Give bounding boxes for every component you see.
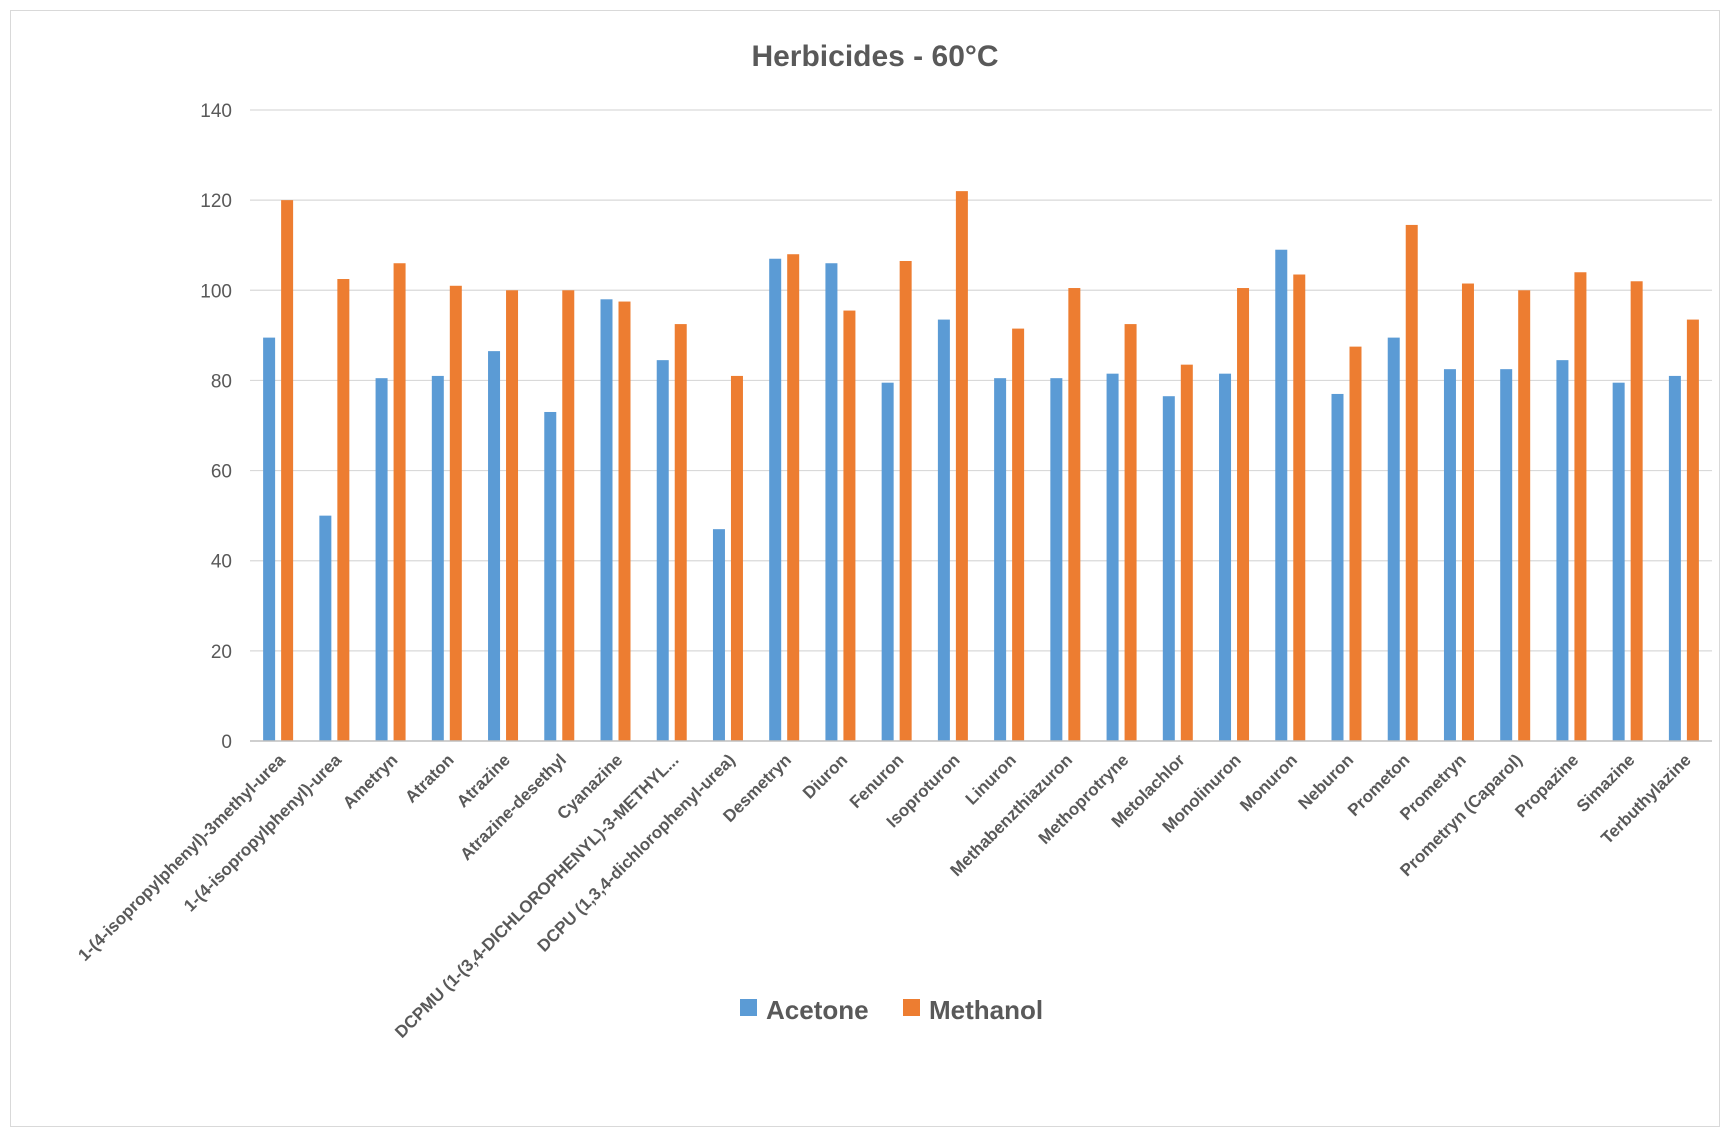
y-tick-label: 140 — [200, 101, 232, 122]
bar-methanol-18 — [1293, 274, 1306, 741]
bar-acetone-20 — [1387, 337, 1400, 741]
bar-methanol-25 — [1686, 319, 1699, 741]
bar-methanol-8 — [730, 375, 743, 741]
y-tick-label: 60 — [211, 462, 232, 483]
bar-methanol-6 — [618, 301, 631, 741]
chart-frame — [10, 10, 1720, 1127]
y-tick-label: 20 — [211, 642, 232, 663]
x-tick-label: Monuron — [1236, 750, 1301, 815]
bar-acetone-10 — [825, 263, 838, 741]
x-tick-label: Atrazine-desethyl — [456, 750, 570, 864]
bar-methanol-17 — [1237, 288, 1250, 741]
bar-acetone-0 — [263, 337, 276, 741]
bar-acetone-9 — [769, 258, 782, 741]
bar-acetone-1 — [319, 515, 332, 741]
bar-acetone-22 — [1500, 369, 1513, 741]
bar-acetone-23 — [1556, 360, 1569, 741]
bar-methanol-24 — [1630, 281, 1643, 741]
bar-methanol-5 — [562, 290, 575, 741]
y-tick-label: 80 — [211, 371, 232, 392]
bar-methanol-19 — [1349, 346, 1362, 741]
bar-acetone-4 — [488, 351, 501, 741]
bar-acetone-19 — [1331, 393, 1344, 741]
bar-acetone-21 — [1443, 369, 1456, 741]
bar-methanol-0 — [281, 200, 294, 742]
x-tick-label: DCPU (1,3,4-dichlorophenyl-urea) — [534, 750, 739, 955]
legend-swatch-methanol — [903, 999, 920, 1016]
bar-methanol-23 — [1574, 272, 1587, 741]
chart-title: Herbicides - 60°C — [751, 40, 998, 73]
bar-acetone-7 — [656, 360, 669, 741]
bar-methanol-12 — [955, 191, 968, 742]
x-tick-label: Ametryn — [339, 750, 401, 812]
x-tick-label: Atraton — [401, 750, 457, 806]
bar-acetone-18 — [1275, 249, 1288, 741]
bar-acetone-8 — [712, 529, 725, 741]
legend-label-acetone: Acetone — [766, 995, 869, 1025]
y-tick-label: 120 — [200, 191, 232, 212]
bar-methanol-20 — [1405, 224, 1418, 742]
bar-acetone-12 — [937, 319, 950, 741]
bar-methanol-9 — [787, 254, 800, 741]
legend: Acetone Methanol — [740, 995, 1043, 1025]
gridlines — [250, 109, 1712, 652]
y-tick-label: 0 — [221, 732, 232, 753]
bar-acetone-3 — [431, 375, 444, 741]
y-axis-ticks: 0 20 40 60 80 100 120 140 — [200, 101, 232, 753]
x-tick-label: Diuron — [799, 750, 851, 802]
bar-methanol-3 — [449, 285, 462, 741]
bar-methanol-11 — [899, 260, 912, 741]
bar-methanol-16 — [1180, 364, 1193, 741]
bar-methanol-22 — [1518, 290, 1531, 741]
bar-methanol-13 — [1012, 328, 1025, 741]
bar-acetone-11 — [881, 382, 894, 741]
bar-methanol-14 — [1068, 288, 1081, 741]
bar-acetone-24 — [1612, 382, 1625, 741]
bar-acetone-16 — [1162, 396, 1175, 741]
bar-methanol-7 — [674, 324, 687, 741]
x-axis-ticks: 1-(4-isopropylphenyl)-3methyl-urea1-(4-i… — [74, 750, 1694, 1042]
bar-methanol-21 — [1461, 283, 1474, 741]
bar-acetone-5 — [544, 411, 557, 741]
bar-acetone-14 — [1050, 378, 1063, 741]
legend-swatch-acetone — [740, 999, 757, 1016]
bar-methanol-10 — [843, 310, 856, 741]
bar-acetone-15 — [1106, 373, 1119, 741]
legend-label-methanol: Methanol — [929, 995, 1043, 1025]
x-tick-label: 1-(4-isopropylphenyl)-3methyl-urea — [74, 750, 289, 965]
bar-acetone-17 — [1219, 373, 1232, 741]
bar-methanol-2 — [393, 263, 406, 741]
bar-methanol-1 — [337, 279, 350, 741]
bars — [263, 191, 1699, 742]
bar-acetone-6 — [600, 299, 613, 741]
y-tick-label: 100 — [200, 281, 232, 302]
bar-methanol-15 — [1124, 324, 1137, 741]
bar-acetone-25 — [1668, 375, 1681, 741]
bar-methanol-4 — [506, 290, 519, 741]
x-tick-label: Linuron — [962, 750, 1020, 808]
bar-acetone-13 — [994, 378, 1007, 741]
bar-acetone-2 — [375, 378, 388, 741]
y-tick-label: 40 — [211, 552, 232, 573]
